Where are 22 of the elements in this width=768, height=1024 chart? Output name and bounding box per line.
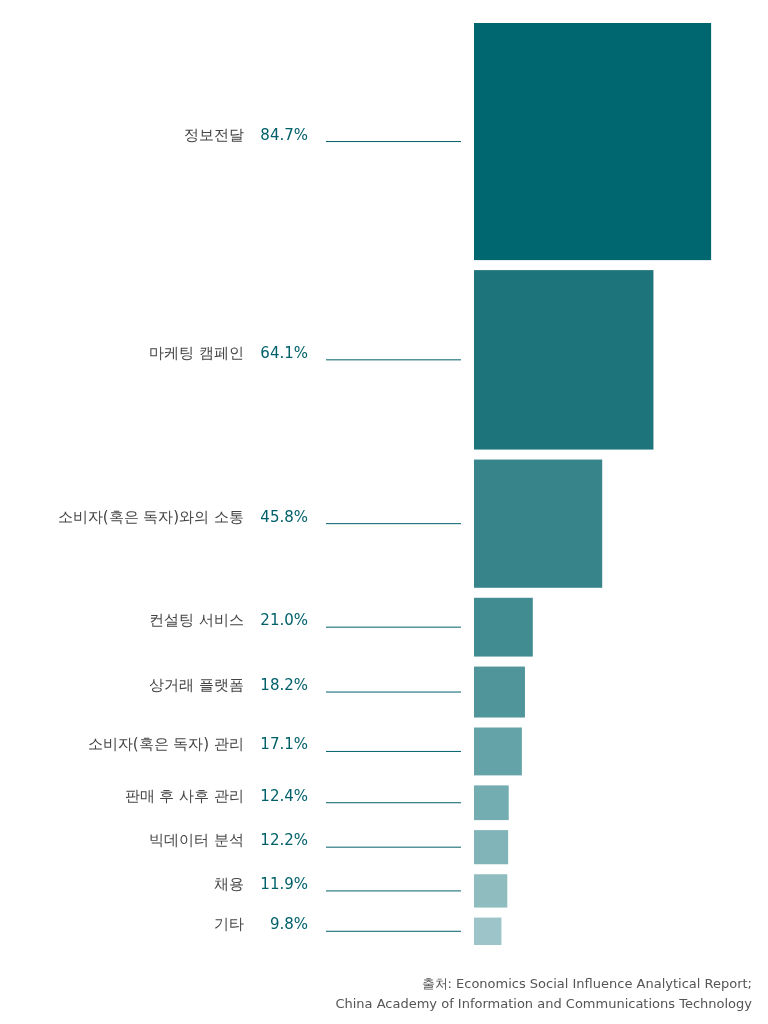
data-label: 12.2% xyxy=(260,831,308,850)
data-label: 45.8% xyxy=(260,507,308,526)
category-label: 판매 후 사후 관리 xyxy=(124,786,244,805)
category-label: 상거래 플랫폼 xyxy=(149,676,244,695)
data-label: 64.1% xyxy=(260,343,308,362)
category-label: 컨설팅 서비스 xyxy=(149,611,244,630)
text: China Academy of Information and Communications Technology xyxy=(335,996,753,1011)
data-label: 11.9% xyxy=(260,874,308,893)
category-label: 기타 xyxy=(214,915,244,934)
data-label: 21.0% xyxy=(260,611,308,630)
category-label: 빅데이터 분석 xyxy=(149,831,244,850)
data-label: 84.7% xyxy=(260,125,308,144)
category-label: 정보전달 xyxy=(184,125,244,144)
data-label: 18.2% xyxy=(260,676,308,695)
data-label: 12.4% xyxy=(260,786,308,805)
category-label: 채용 xyxy=(214,874,244,893)
category-label: 소비자(혹은 독자) 관리 xyxy=(87,735,244,754)
source-note: 출처: Economics Social Influence Analytical Report; xyxy=(421,976,752,991)
category-label: 소비자(혹은 독자)와의 소통 xyxy=(57,507,244,526)
category-label: 마케팅 캠페인 xyxy=(149,343,244,362)
data-label: 17.1% xyxy=(260,735,308,754)
data-label: 9.8% xyxy=(269,915,308,934)
